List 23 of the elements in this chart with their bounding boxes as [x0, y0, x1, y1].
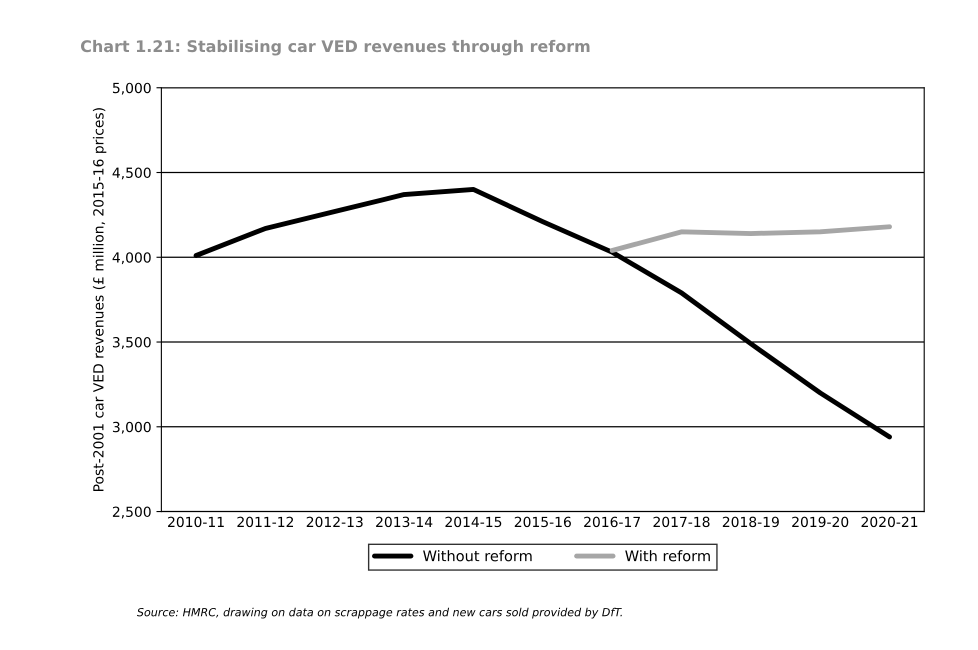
- line-series: [610, 224, 892, 253]
- legend-label: With reform: [625, 550, 710, 562]
- legend-label: Without reform: [423, 550, 532, 562]
- x-tick-label: 2019-20: [792, 516, 848, 528]
- source-note: Source: HMRC, drawing on data on scrappage rates and new cars sold provided by DfT.: [136, 608, 622, 619]
- y-tick-label: 4,000: [112, 252, 151, 264]
- chart-title: Chart 1.21: Stabilising car VED revenues through reform: [80, 40, 590, 56]
- x-tick-label: 2010-11: [168, 516, 224, 528]
- x-tick-label: 2011-12: [237, 516, 294, 528]
- x-tick-label: 2017-18: [653, 516, 710, 528]
- x-tick-label: 2018-19: [722, 516, 779, 528]
- x-tick-label: 2020-21: [862, 516, 918, 528]
- y-tick-label: 5,000: [112, 82, 151, 95]
- x-tick-label: 2015-16: [514, 516, 571, 528]
- x-tick-label: 2012-13: [306, 516, 363, 528]
- y-tick-label: 4,500: [112, 167, 151, 180]
- y-axis-title: Post-2001 car VED revenues (£ million, 2015-16 prices): [92, 108, 106, 491]
- x-tick-label: 2016-17: [584, 516, 640, 528]
- y-tick-label: 3,500: [112, 337, 151, 349]
- x-tick-label: 2013-14: [376, 516, 432, 528]
- y-tick-label: 3,000: [112, 422, 151, 434]
- x-tick-label: 2014-15: [445, 516, 502, 528]
- y-tick-label: 2,500: [112, 506, 151, 518]
